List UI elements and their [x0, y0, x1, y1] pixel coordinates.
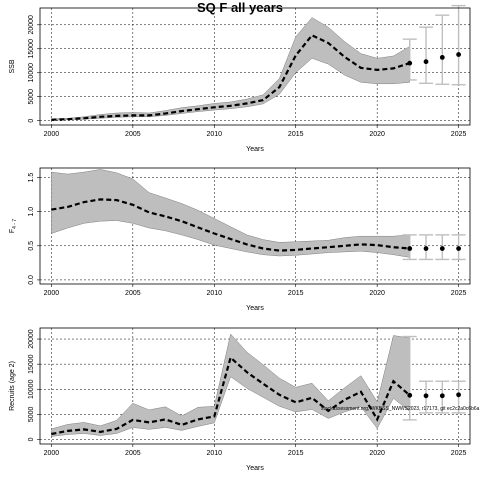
ssb-ytick-label: 15000: [28, 39, 35, 59]
ssb-estimate-line: [51, 33, 411, 121]
recruits-xaxis-label: Years: [246, 465, 264, 472]
fbar-xtick-label: 2025: [451, 290, 467, 297]
recruits-xtick-label: 2020: [369, 450, 385, 457]
fbar-ytick-label: 0.5: [28, 241, 35, 251]
ssb-ytick-label: 10000: [28, 63, 35, 83]
ssb-plot-frame: [39, 7, 471, 126]
ssb-forecast-errorbar: [402, 38, 417, 81]
fbar-forecast-point: [407, 246, 413, 251]
ssb-xtick-label: 2020: [369, 131, 385, 138]
ssb-xtick-label: 2015: [288, 131, 304, 138]
ssb-ytick-label: 5000: [28, 89, 35, 105]
fbar-ytick-label: 1.0: [28, 207, 35, 217]
recruits-xtick-label: 2025: [451, 450, 467, 457]
fbar-yaxis-label: F4 - 7: [9, 219, 18, 234]
ssb-confidence-band: [51, 17, 410, 121]
recruits-forecast-point: [423, 393, 429, 399]
fbar-xtick-label: 2010: [206, 290, 222, 297]
recruits-ytick-label: 20000: [28, 329, 35, 349]
fbar-xtick-label: 2020: [369, 290, 385, 297]
ssb-forecast-errorbar: [419, 26, 434, 84]
recruits-ytick-label: 15000: [28, 354, 35, 374]
ssb-xtick-label: 2000: [44, 131, 60, 138]
fbar-plot-frame: [39, 167, 471, 285]
fbar-xtick-label: 2000: [44, 290, 60, 297]
fbar-ytick-label: 0.0: [28, 275, 35, 285]
ssb-ytick-label: 20000: [28, 15, 35, 35]
fbar-forecast-point: [456, 246, 461, 251]
recruits-yaxis-label-main: Recruits (age 2): [9, 361, 16, 411]
ssb-xtick-label: 2025: [451, 131, 467, 138]
fbar-ytick-label: 1.5: [28, 173, 35, 183]
recruits-forecast-point: [407, 392, 413, 398]
recruits-xtick-label: 2005: [125, 450, 141, 457]
ssb-xaxis-label: Years: [246, 146, 264, 153]
recruits-yaxis-label: Recruits (age 2): [9, 361, 16, 411]
ssb-forecast-point: [407, 60, 413, 66]
ssb-forecast-errorbar: [435, 14, 450, 85]
fbar-panel: 2000 2005 2010 2015 2020 2025 0.0 0.5 1.0 1.5 Year…: [9, 167, 471, 312]
chart-panels: 2000 2005 2010 2015 2020 2025 0 5000 10000 15000 2…: [9, 4, 471, 472]
fbar-xtick-label: 2005: [125, 290, 141, 297]
recruits-forecast-point: [439, 393, 445, 399]
ssb-xtick-label: 2005: [125, 131, 141, 138]
ssb-forecast-point: [439, 54, 445, 60]
recruits-xtick-label: 2015: [288, 450, 304, 457]
figure-title: SQ F all years: [197, 0, 283, 15]
recruits-ytick-label: 10000: [28, 379, 35, 399]
recruits-confidence-band: [51, 333, 410, 437]
recruits-ytick-label: 0: [28, 437, 35, 441]
fbar-xaxis-label: Years: [246, 305, 264, 312]
ssb-yaxis-label: SSB: [9, 59, 16, 73]
ssb-panel: 2000 2005 2010 2015 2020 2025 0 5000 10000 15000 2…: [9, 4, 471, 153]
fbar-xtick-label: 2015: [288, 290, 304, 297]
fbar-forecast-point: [439, 246, 445, 251]
source-annotation: stockassessment.org, WKBSS_NWWS2023, r17…: [321, 406, 480, 412]
ssb-forecast-point: [456, 52, 461, 57]
ssb-forecast-errorbar: [451, 4, 466, 86]
recruits-forecast-errorbar: [402, 335, 417, 421]
fbar-yaxis-label-subscript: 4 - 7: [12, 219, 18, 229]
ssb-yaxis-label-main: SSB: [9, 59, 16, 73]
recruits-estimate-line: [51, 355, 411, 436]
recruits-panel: 2000 2005 2010 2015 2020 2025 0 5000 10000 15000 2…: [9, 327, 471, 472]
recruits-ytick-label: 5000: [28, 406, 35, 422]
ssb-ytick-label: 0: [28, 119, 35, 123]
fbar-estimate-line: [51, 198, 410, 252]
ssb-forecast-point: [423, 59, 429, 65]
recruits-xtick-label: 2000: [44, 450, 60, 457]
fbar-yaxis-label-main: F: [9, 229, 16, 233]
recruits-forecast-point: [456, 392, 461, 398]
ssb-xtick-label: 2010: [206, 131, 222, 138]
recruits-plot-frame: [39, 327, 471, 445]
recruits-xtick-label: 2010: [206, 450, 222, 457]
fbar-forecast-point: [423, 246, 429, 251]
